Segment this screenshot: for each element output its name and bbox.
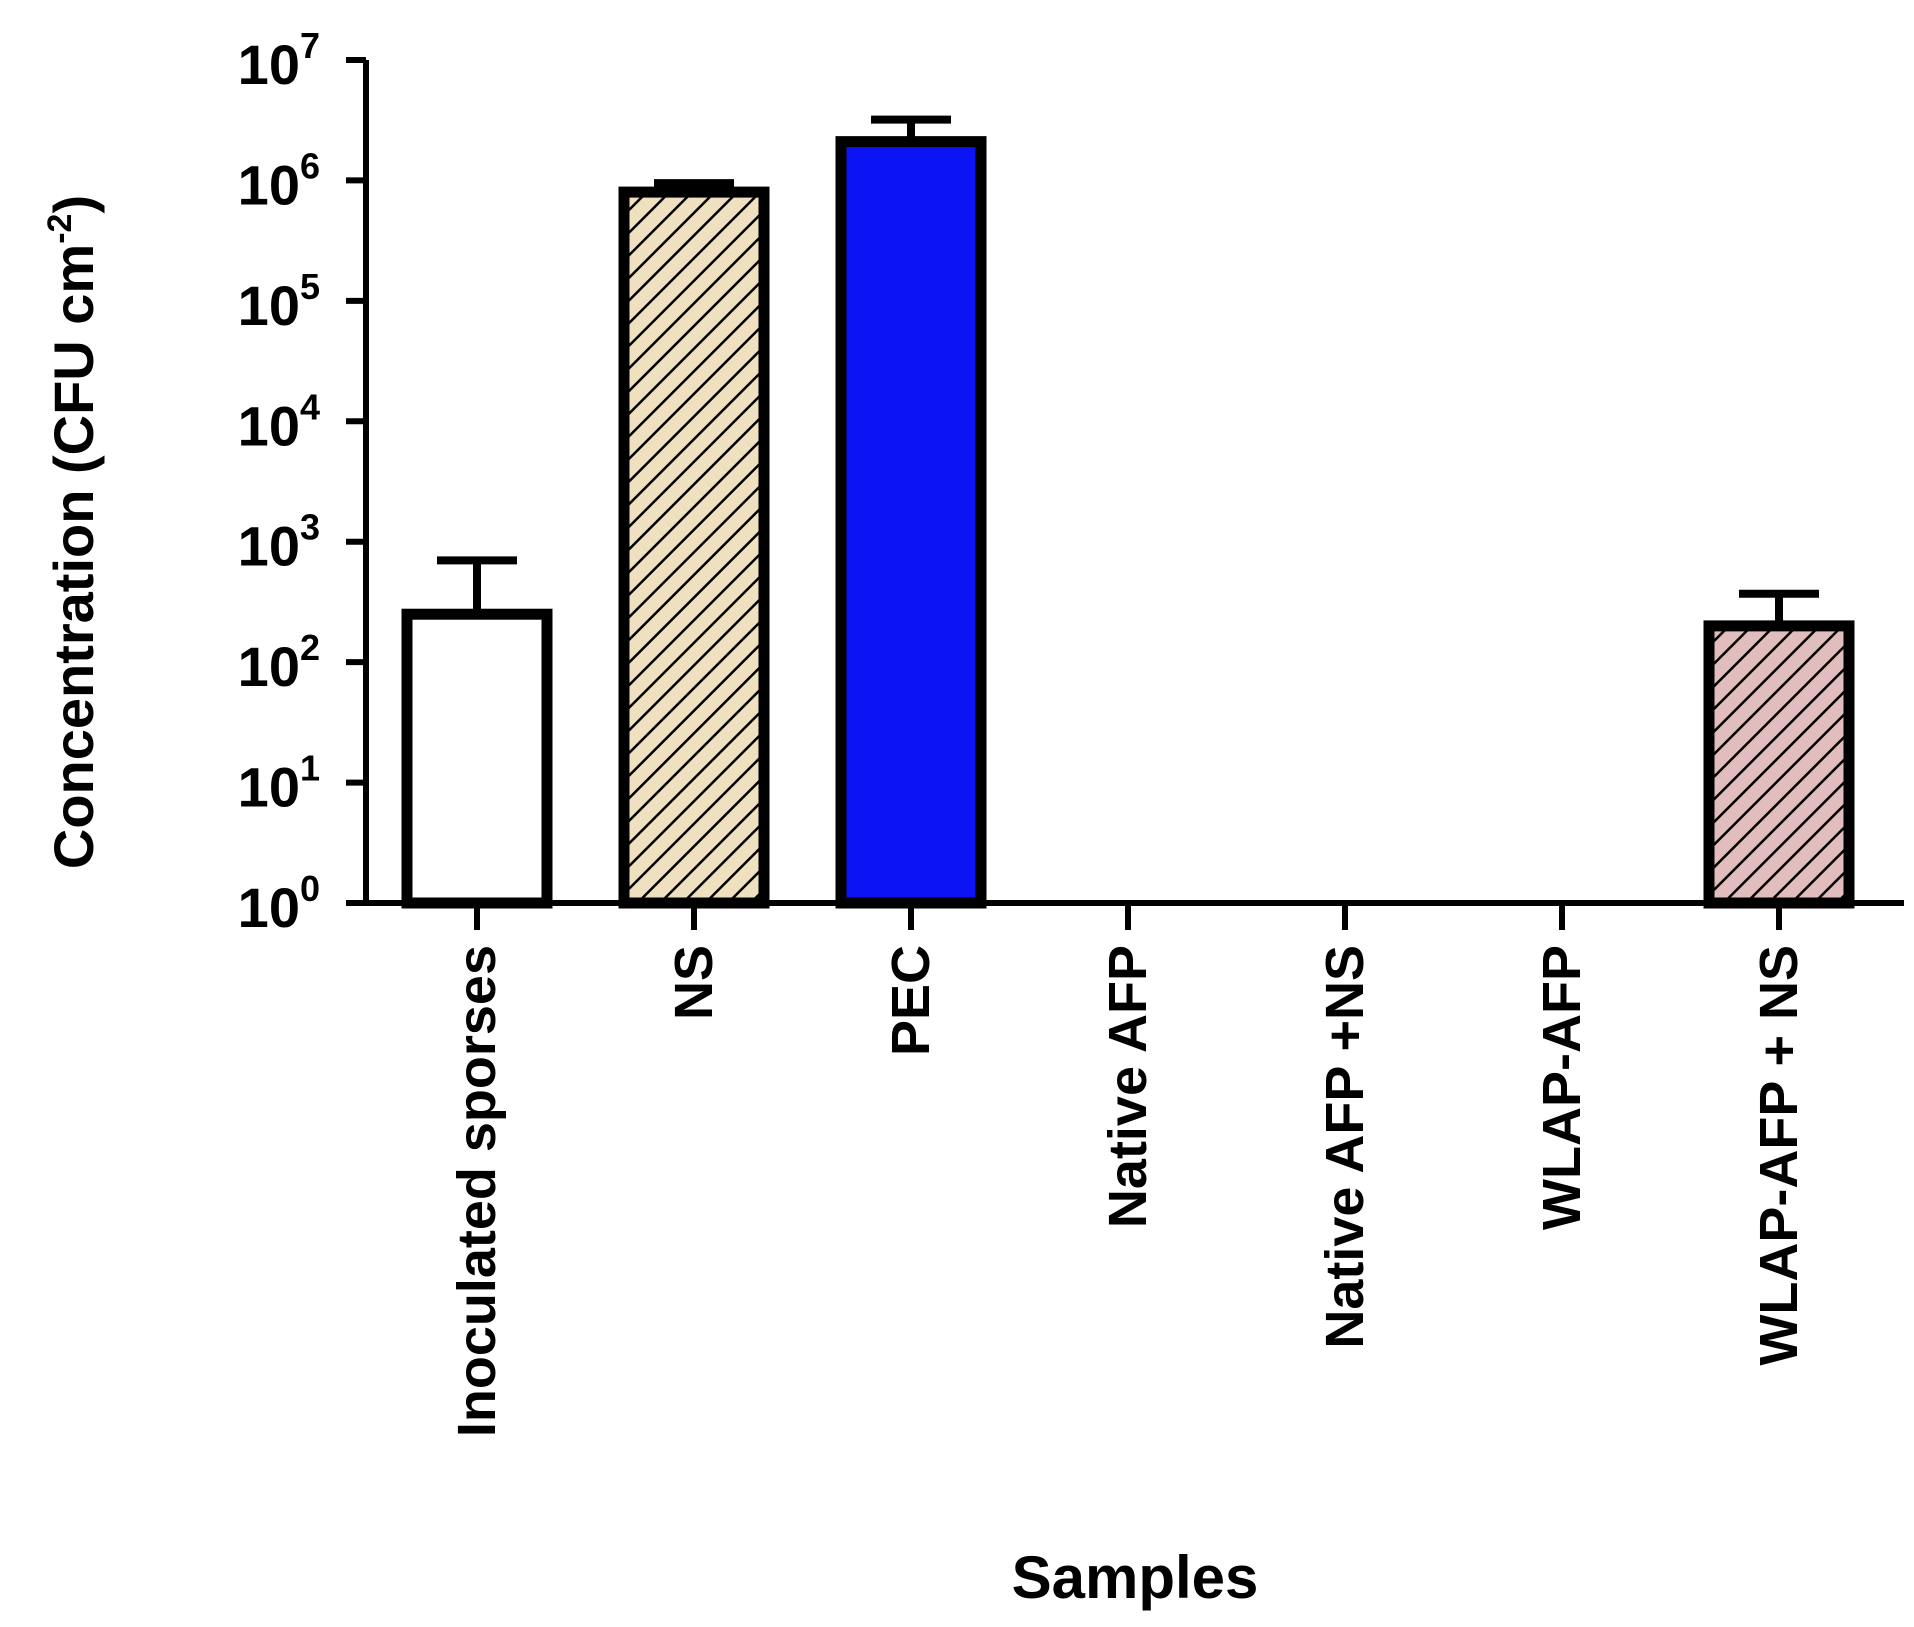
bar-hatch [1709,625,1849,903]
y-tick-label: 102 [238,627,320,698]
y-tick-label: 100 [238,868,320,939]
bar-fill [841,141,981,904]
bars-layer [401,115,1855,909]
y-axis-title-superscript: -2 [41,214,79,244]
y-axis-title-main: Concentration (CFU cm [42,244,105,869]
x-tick-label: WLAP-AFP + NS [1749,945,1809,1366]
y-axis-title-close: ) [42,195,105,214]
y-tick-label: 104 [238,386,320,457]
bar-hatch [624,192,764,903]
y-axis-title: Concentration (CFU cm-2) [41,195,105,869]
y-tick-label: 101 [238,748,320,819]
y-tick-label: 107 [238,25,320,96]
x-tick-label: Inoculated sporses [447,945,507,1437]
x-tick-label: WLAP-AFP [1532,945,1592,1230]
x-tick-label: NS [664,945,724,1020]
y-axis-ticks: 100 101 102 103 104 105 106 107 [238,25,366,939]
y-tick-label: 105 [238,266,320,337]
bar-fill [407,614,547,903]
x-axis-title: Samples [1012,1544,1259,1611]
y-tick-label: 103 [238,507,320,578]
x-tick-label: Native AFP +NS [1315,945,1375,1349]
y-tick-label: 106 [238,145,320,216]
x-tick-label: PEC [881,945,941,1056]
axes-layer [346,60,1904,906]
x-axis-ticks: Inoculated sporses NS PEC Native AFP Native … [447,903,1809,1437]
x-tick-label: Native AFP [1098,945,1158,1228]
